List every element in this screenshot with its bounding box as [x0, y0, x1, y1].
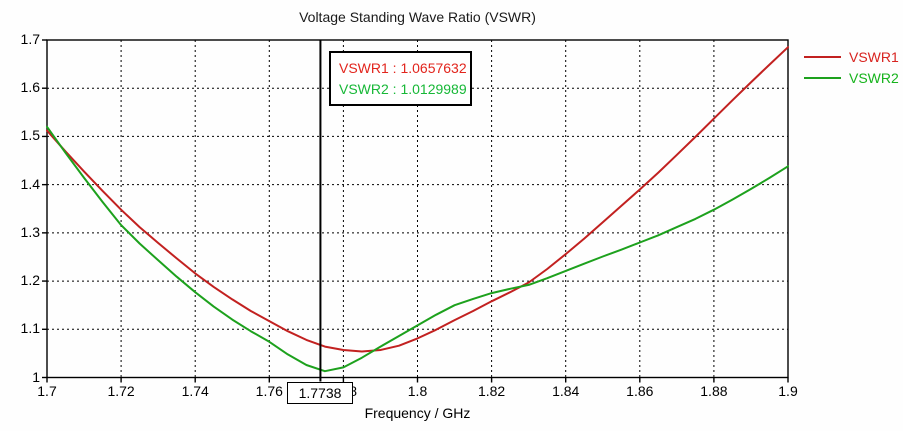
series-curve-vswr1 — [46, 46, 789, 353]
legend-label-vswr1: VSWR1 — [849, 48, 899, 65]
marker-readout-vswr1: VSWR1 : 1.0657632 — [339, 59, 467, 76]
y-tick-label: 1.1 — [20, 320, 40, 337]
x-tick-label: 1.82 — [477, 383, 506, 399]
x-tick-label: 1.74 — [181, 383, 209, 399]
legend-item-vswr2[interactable]: VSWR2 — [804, 67, 899, 88]
y-tick-label: 1.6 — [20, 79, 40, 96]
x-axis-label: Frequency / GHz — [364, 405, 471, 421]
legend: VSWR1 VSWR2 — [804, 46, 899, 88]
y-tick-label: 1.4 — [20, 175, 40, 192]
legend-item-vswr1[interactable]: VSWR1 — [804, 46, 899, 67]
x-tick-label: 1.86 — [626, 383, 654, 399]
y-tick-label: 1 — [32, 368, 40, 385]
x-tick-label: 1.76 — [255, 383, 283, 399]
marker-readout-vswr2: VSWR2 : 1.0129989 — [339, 81, 467, 98]
series-curve-vswr2 — [46, 125, 789, 373]
marker-readout-box: VSWR1 : 1.0657632 VSWR2 : 1.0129989 — [329, 51, 472, 106]
x-tick-label: 1.7 — [37, 383, 57, 399]
x-tick-label: 1.8 — [407, 383, 428, 399]
y-tick-label: 1.3 — [20, 223, 40, 240]
y-tick-label: 1.5 — [20, 127, 40, 144]
x-tick-label: 1.9 — [778, 383, 798, 399]
x-tick-label: 1.72 — [107, 383, 135, 399]
x-tick-label: 1.88 — [700, 383, 728, 399]
marker-frequency-label[interactable]: 1.7738 — [287, 382, 353, 404]
y-tick-label: 1.2 — [20, 272, 40, 289]
vswr2-line-swatch-icon — [804, 76, 841, 79]
chart-title: Voltage Standing Wave Ratio (VSWR) — [299, 9, 536, 25]
vswr1-line-swatch-icon — [804, 55, 841, 58]
x-tick-label: 1.84 — [552, 383, 580, 399]
y-tick-label: 1.7 — [20, 31, 40, 47]
legend-label-vswr2: VSWR2 — [849, 69, 899, 86]
